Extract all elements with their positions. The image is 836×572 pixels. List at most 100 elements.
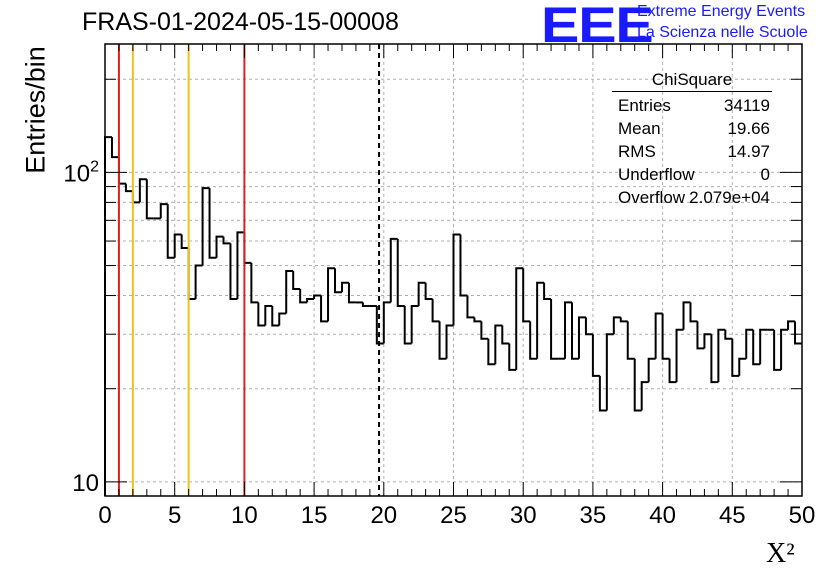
stats-key: Underflow: [618, 165, 695, 184]
histogram-bin: [424, 282, 433, 300]
histogram-bin: [661, 313, 670, 360]
histogram-bin: [536, 281, 545, 359]
stats-row-overflow: Overflow 2.079e+04: [612, 186, 772, 209]
histogram-bin: [104, 136, 112, 496]
histogram-bin: [619, 317, 628, 323]
stats-row-mean: Mean 19.66: [612, 117, 772, 140]
x-tick-label: 20: [370, 502, 397, 529]
histogram-bin: [731, 338, 740, 377]
chart-title: FRAS-01-2024-05-15-00008: [82, 8, 399, 36]
histogram-bin: [313, 294, 322, 299]
histogram-bin: [340, 281, 349, 293]
histogram-bin: [264, 305, 273, 326]
histogram-bin: [640, 381, 649, 411]
x-tick-label: 30: [510, 502, 537, 529]
histogram-bin: [278, 312, 287, 326]
histogram-bin: [591, 334, 600, 377]
logo-line-1: Extreme Energy Events: [637, 3, 806, 20]
stats-key: Entries: [618, 96, 671, 115]
histogram-bin: [794, 321, 802, 345]
histogram-bin: [243, 232, 252, 264]
histogram-bin: [780, 328, 789, 370]
stats-key: Overflow: [618, 188, 686, 207]
x-tick-label: 5: [168, 502, 181, 529]
axis-ticks: 0 5 10 15 20 25 30 35 40 45 50 10 102: [63, 44, 815, 529]
histogram-bin: [529, 321, 538, 360]
histogram-bin: [250, 262, 259, 304]
histogram-bin: [787, 320, 796, 330]
histogram-bin: [745, 328, 754, 359]
histogram-bin: [494, 324, 503, 365]
histogram-bin: [773, 329, 782, 371]
histogram-bin: [299, 288, 308, 304]
histogram-bin: [550, 298, 559, 360]
histogram-bin: [334, 268, 342, 294]
histogram-bin: [347, 282, 356, 304]
histogram-bin: [487, 338, 496, 366]
histogram-bin: [710, 334, 719, 384]
histogram-bin: [396, 238, 405, 308]
x-tick-label: 45: [719, 502, 746, 529]
histogram-bin: [361, 302, 370, 308]
histogram-bin: [752, 329, 761, 366]
histogram-bin: [110, 137, 119, 159]
histogram-bin: [159, 203, 168, 219]
histogram-bin: [668, 358, 677, 384]
stats-row-entries: Entries 34119: [612, 94, 772, 117]
histogram-bars: [104, 136, 802, 496]
histogram-bin: [389, 237, 398, 303]
x-tick-label: 40: [649, 502, 676, 529]
histogram-bin: [682, 301, 691, 330]
histogram-bin: [689, 302, 698, 323]
histogram-bin: [696, 321, 705, 350]
x-tick-label: 25: [440, 502, 467, 529]
histogram-bin: [271, 306, 280, 327]
histogram-bin: [654, 312, 663, 359]
y-axis-label: Entries/bin: [20, 46, 51, 174]
x-tick-label: 0: [98, 502, 111, 529]
histogram-bin: [431, 298, 440, 323]
x-tick-label: 50: [789, 502, 816, 529]
histogram-bin: [382, 301, 391, 344]
stats-value: 34119: [723, 96, 770, 115]
histogram-bin: [564, 301, 572, 359]
stats-box: ChiSquare Entries 34119 Mean 19.66 RMS 1…: [612, 70, 772, 209]
stats-value: 14.97: [727, 142, 770, 161]
histogram-bin: [180, 234, 189, 249]
histogram-bin: [647, 357, 656, 383]
y-tick-label: 102: [63, 158, 99, 187]
logo-line-2: La Scienza nelle Scuole: [637, 24, 808, 41]
histogram-bin: [285, 270, 294, 314]
histogram-bin: [222, 236, 231, 245]
stats-key: Mean: [618, 119, 661, 138]
histogram-bin: [759, 328, 768, 365]
histogram-bin: [229, 243, 238, 300]
histogram-bin: [522, 268, 531, 323]
histogram-bin: [633, 358, 642, 412]
stats-value: 0: [760, 165, 770, 184]
x-tick-label: 35: [580, 502, 607, 529]
histogram-bin: [194, 264, 203, 299]
histogram-bin: [166, 204, 175, 259]
histogram-bin: [375, 306, 384, 345]
histogram-bin: [501, 325, 510, 345]
histogram-bin: [584, 317, 593, 336]
histogram-bin: [473, 317, 482, 323]
histogram-bin: [605, 333, 614, 411]
histogram-bin: [131, 191, 140, 204]
histogram-bin: [236, 231, 245, 299]
x-tick-label: 15: [301, 502, 328, 529]
histogram-bin: [320, 295, 329, 323]
histogram-bin: [117, 157, 126, 185]
histogram-bin: [208, 188, 217, 259]
histogram-bin: [201, 187, 210, 266]
histogram-bin: [508, 343, 517, 371]
stats-value: 2.079e+04: [689, 188, 770, 207]
histogram-bin: [626, 321, 635, 360]
x-axis-label: X²: [766, 538, 795, 569]
histogram-bin: [703, 333, 712, 349]
histogram-bin: [515, 267, 524, 370]
marker-lines: [117, 44, 381, 496]
histogram-bin: [187, 247, 196, 300]
